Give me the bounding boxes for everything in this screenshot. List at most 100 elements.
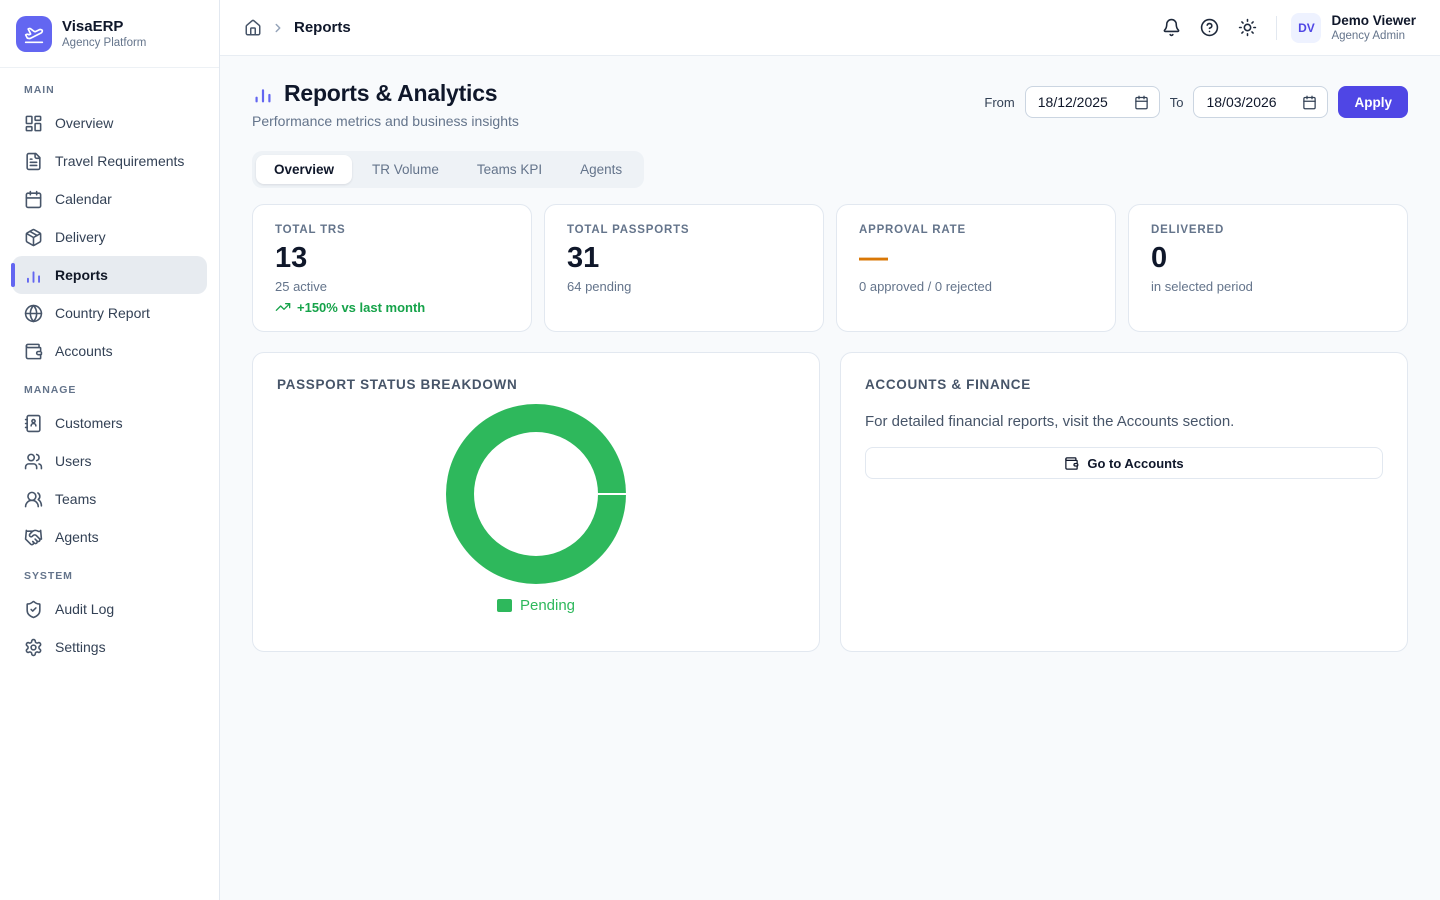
home-icon — [245, 19, 261, 35]
stat-label: TOTAL PASSPORTS — [567, 224, 690, 236]
chevron-right-icon — [271, 21, 285, 35]
stat-card-delivered: DELIVERED 0 in selected period — [1128, 204, 1408, 332]
stat-value: 13 — [275, 242, 308, 274]
breadcrumb: Reports — [244, 19, 351, 37]
tab-agents[interactable]: Agents — [562, 155, 640, 184]
chart-legend: Pending — [496, 597, 576, 614]
go-to-accounts-button[interactable]: Go to Accounts — [865, 447, 1383, 479]
tab-teams-kpi[interactable]: Teams KPI — [459, 155, 560, 184]
user-name: Demo Viewer — [1331, 13, 1416, 29]
sidebar: VisaERP Agency Platform MAIN Overview Tr… — [0, 0, 220, 900]
avatar[interactable]: DV — [1291, 12, 1322, 43]
brand-subtitle: Agency Platform — [62, 37, 147, 50]
stat-label: TOTAL TRS — [275, 224, 346, 236]
plane-takeoff-icon — [24, 27, 44, 43]
to-date-input[interactable] — [1193, 86, 1329, 118]
page-title: Reports & Analytics — [284, 80, 498, 106]
users-icon — [24, 453, 43, 469]
nav-section-label-main: MAIN — [24, 84, 55, 96]
from-date-value[interactable] — [1035, 93, 1126, 111]
home-breadcrumb-button[interactable] — [244, 19, 262, 37]
wallet-icon — [25, 343, 43, 359]
sidebar-item-overview[interactable]: Overview — [12, 104, 207, 142]
stat-card-total-passports: TOTAL PASSPORTS 31 64 pending — [544, 204, 824, 332]
sidebar-item-label: Accounts — [55, 343, 113, 359]
sidebar-item-audit-log[interactable]: Audit Log — [12, 590, 207, 628]
sidebar-nav: MAIN Overview Travel Requirements Calend… — [0, 68, 219, 678]
sidebar-item-accounts[interactable]: Accounts — [12, 332, 207, 370]
sidebar-item-reports[interactable]: Reports — [11, 256, 207, 294]
date-filter: From To Apply — [984, 86, 1408, 118]
content: Reports & Analytics Performance metrics … — [220, 56, 1440, 652]
stat-label: DELIVERED — [1151, 224, 1225, 236]
bar-chart-icon — [255, 88, 271, 102]
sidebar-item-customers[interactable]: Customers — [12, 404, 207, 442]
stat-sub: 0 approved / 0 rejected — [859, 279, 992, 295]
theme-toggle-button[interactable] — [1228, 9, 1266, 47]
main-area: Reports DV Demo Viewer Agency Admin — [220, 0, 1440, 900]
sidebar-item-settings[interactable]: Settings — [12, 628, 207, 666]
legend-label-pending: Pending — [519, 597, 576, 614]
shield-check-icon — [26, 600, 41, 618]
topbar-divider — [1276, 15, 1278, 40]
contact-book-icon — [24, 414, 41, 432]
sidebar-item-country-report[interactable]: Country Report — [12, 294, 207, 332]
report-tabs: Overview TR Volume Teams KPI Agents — [252, 151, 645, 188]
globe-icon — [24, 304, 43, 322]
notifications-button[interactable] — [1152, 9, 1190, 47]
tab-tr-volume[interactable]: TR Volume — [354, 155, 457, 184]
stat-value: 0 — [1151, 242, 1168, 274]
stat-sub: in selected period — [1151, 279, 1253, 295]
trending-up-icon — [275, 303, 291, 312]
stat-label: APPROVAL RATE — [859, 224, 966, 236]
accounts-finance-card: ACCOUNTS & FINANCE For detailed financia… — [840, 352, 1408, 652]
help-button[interactable] — [1190, 9, 1228, 47]
team-icon — [24, 491, 43, 507]
sidebar-item-label: Calendar — [55, 191, 112, 207]
document-icon — [26, 152, 41, 170]
donut-chart — [446, 404, 626, 584]
brand-logo — [16, 15, 52, 52]
calendar-icon[interactable] — [1302, 95, 1317, 110]
sidebar-item-calendar[interactable]: Calendar — [12, 180, 207, 218]
dashboard-icon — [25, 115, 42, 131]
tab-overview[interactable]: Overview — [256, 155, 353, 184]
breadcrumb-current: Reports — [294, 19, 351, 36]
to-label: To — [1169, 94, 1184, 110]
gear-icon — [25, 638, 42, 656]
bar-chart-icon — [27, 270, 40, 283]
from-label: From — [984, 94, 1015, 110]
stat-cards: TOTAL TRS 13 25 active +150% vs last mon… — [252, 204, 1408, 332]
nav-section-label-manage: MANAGE — [24, 384, 77, 396]
accounts-finance-description: For detailed financial reports, visit th… — [865, 413, 1235, 430]
sidebar-item-label: Customers — [55, 415, 123, 431]
sidebar-item-agents[interactable]: Agents — [12, 518, 207, 556]
passport-breakdown-card: PASSPORT STATUS BREAKDOWN Pending — [252, 352, 820, 652]
user-role: Agency Admin — [1331, 29, 1405, 42]
page-subtitle: Performance metrics and business insight… — [252, 113, 519, 129]
bell-icon — [1163, 18, 1180, 37]
stat-value-dash: — — [859, 242, 888, 274]
sidebar-item-travel-requirements[interactable]: Travel Requirements — [12, 142, 207, 180]
from-date-input[interactable] — [1024, 86, 1160, 118]
sidebar-item-label: Country Report — [55, 305, 150, 321]
sidebar-item-label: Reports — [55, 267, 108, 283]
nav-section-label-system: SYSTEM — [24, 570, 73, 582]
sidebar-item-teams[interactable]: Teams — [12, 480, 207, 518]
sidebar-item-label: Travel Requirements — [55, 153, 185, 169]
help-icon — [1200, 18, 1219, 37]
apply-button[interactable]: Apply — [1338, 86, 1408, 118]
handshake-icon — [24, 529, 43, 545]
calendar-icon[interactable] — [1134, 95, 1149, 110]
panel-title: ACCOUNTS & FINANCE — [865, 377, 1031, 392]
legend-swatch-pending — [496, 599, 512, 612]
topbar: Reports DV Demo Viewer Agency Admin — [220, 0, 1440, 56]
wallet-icon — [1065, 456, 1079, 470]
sidebar-item-delivery[interactable]: Delivery — [12, 218, 207, 256]
stat-value: 31 — [567, 242, 600, 274]
to-date-value[interactable] — [1204, 93, 1295, 111]
package-icon — [25, 228, 42, 246]
sidebar-item-users[interactable]: Users — [12, 442, 207, 480]
calendar-icon — [25, 190, 42, 208]
